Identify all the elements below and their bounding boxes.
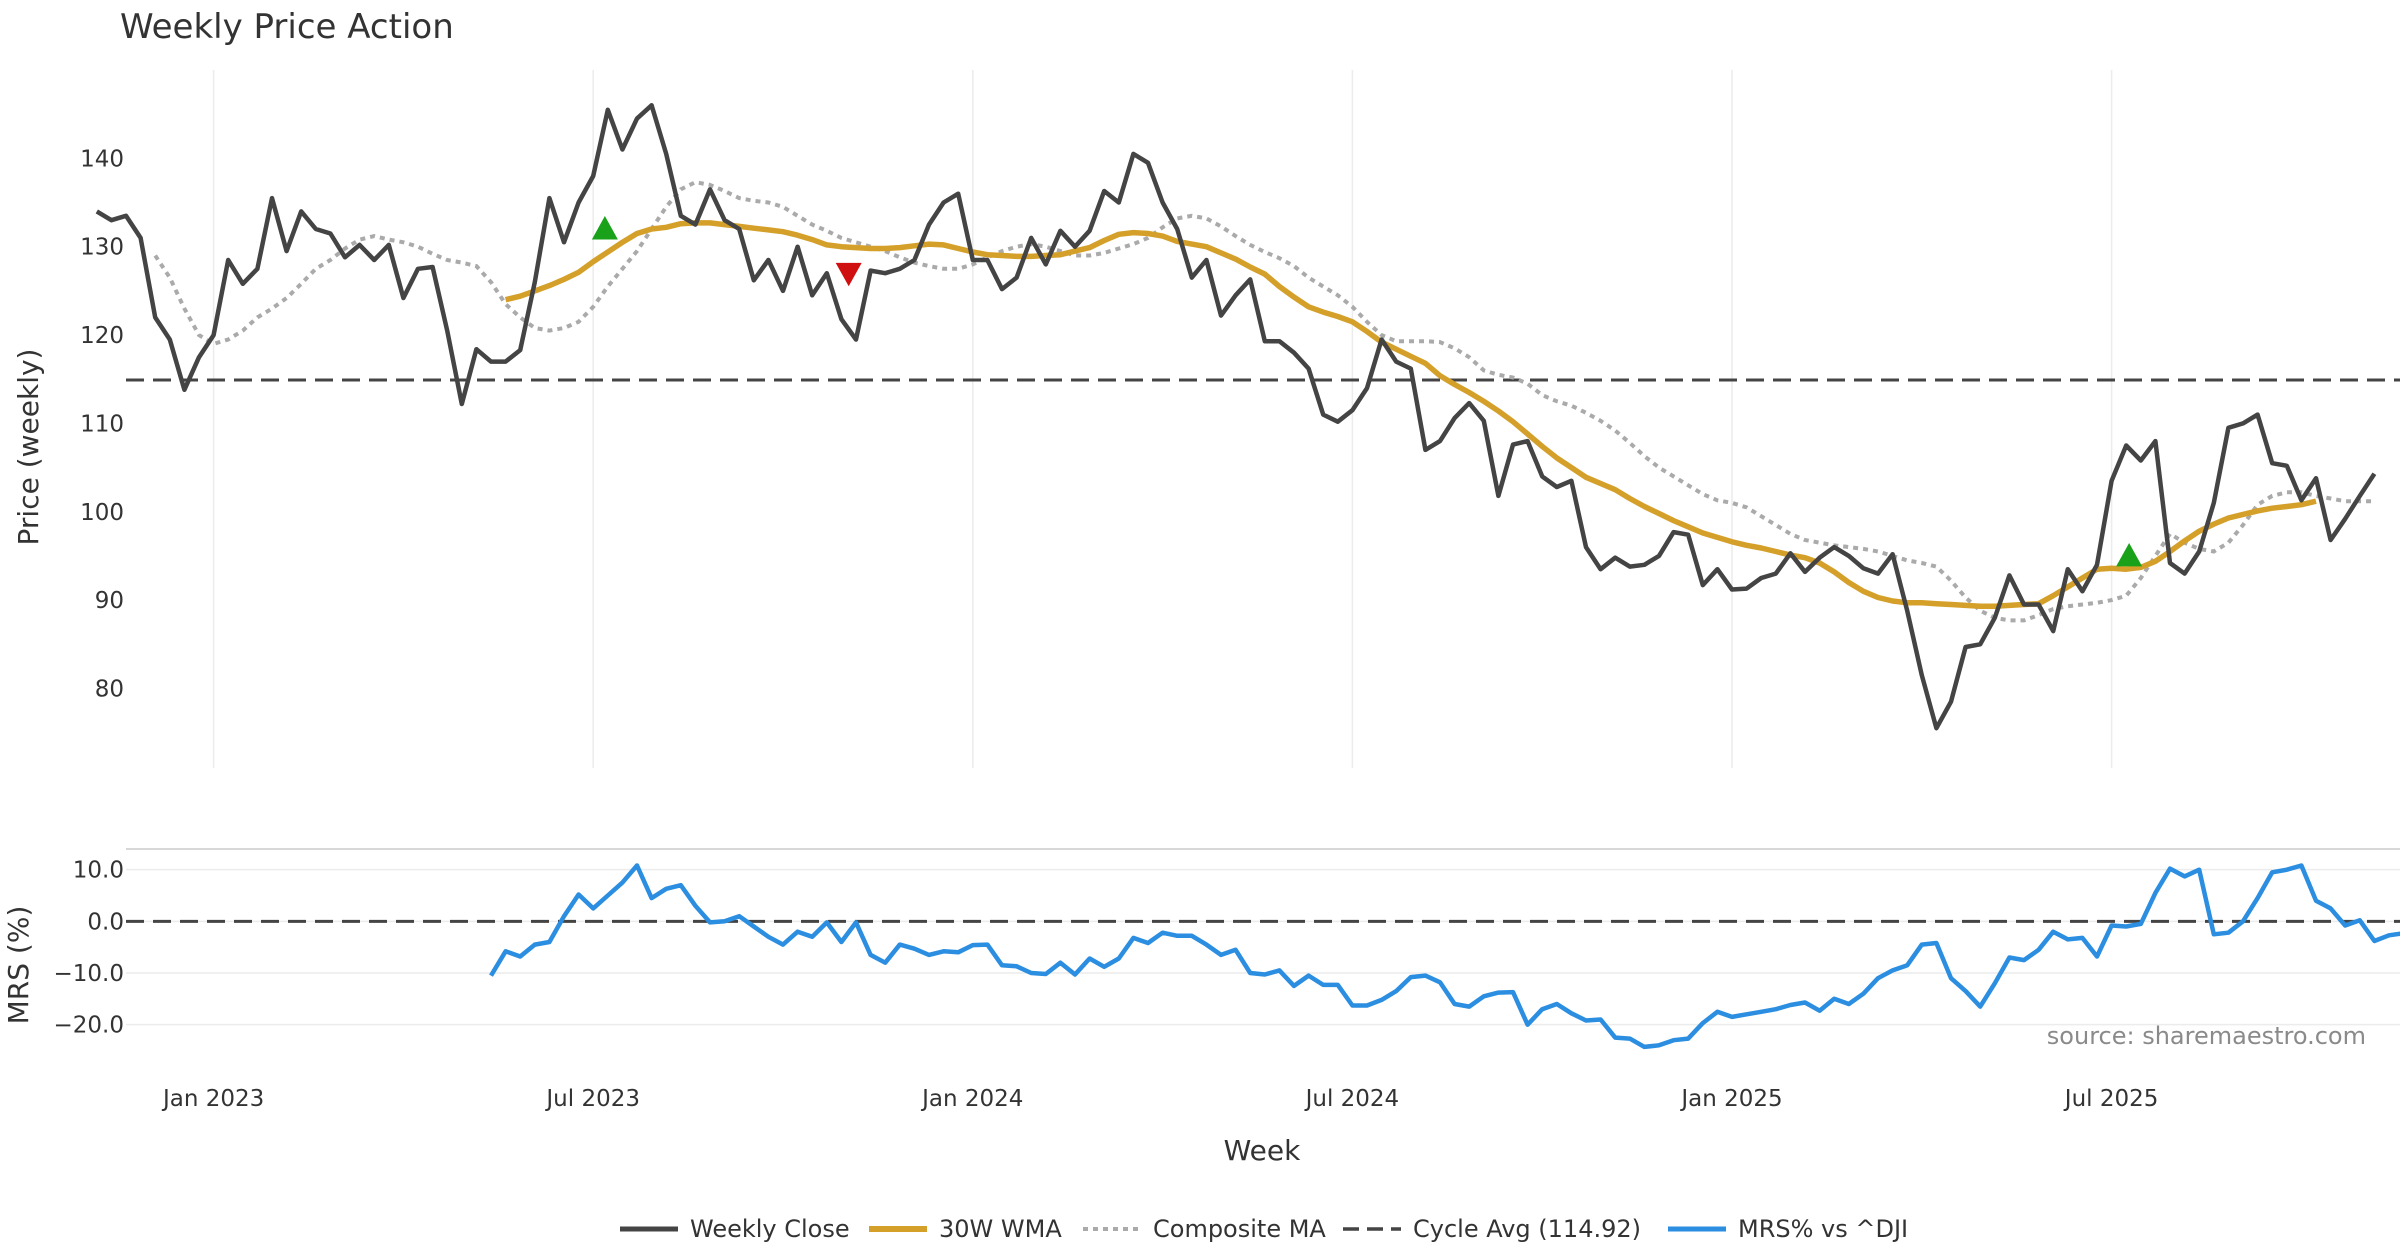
price-grid: [212, 70, 2113, 768]
legend-label: Cycle Avg (114.92): [1413, 1215, 1641, 1243]
x-axis-label: Week: [1224, 1134, 1301, 1167]
composite-ma-line: [153, 180, 2375, 623]
price-y-tick-label: 80: [95, 676, 124, 702]
price-y-tick-label: 110: [80, 411, 124, 437]
chart-title: Weekly Price Action: [120, 7, 454, 47]
signal-markers: [591, 216, 2143, 567]
x-tick-label: Jul 2024: [1304, 1086, 1400, 1112]
buy-signal-marker: [2116, 542, 2143, 567]
x-tick-label: Jul 2025: [2063, 1086, 2159, 1112]
legend-label: Composite MA: [1153, 1215, 1326, 1243]
wma-30w-line: [504, 220, 2317, 610]
mrs-y-tick-label: −10.0: [54, 961, 124, 987]
buy-signal-marker: [591, 216, 618, 240]
price-y-tick-label: 130: [80, 235, 124, 261]
price-y-tick-label: 90: [95, 588, 124, 614]
mrs-y-tick-label: −20.0: [54, 1013, 124, 1039]
legend-label: 30W WMA: [939, 1215, 1062, 1243]
x-tick-label: Jan 2024: [920, 1086, 1023, 1112]
sell-signal-marker: [835, 262, 862, 287]
mrs-y-tick-label: 10.0: [73, 858, 124, 884]
mrs-y-axis-label: MRS (%): [2, 906, 35, 1025]
price-y-ticks: 80 90 100 110 120 130 140: [80, 146, 124, 702]
x-tick-label: Jul 2023: [544, 1086, 640, 1112]
price-y-axis-label: Price (weekly): [12, 349, 45, 546]
mrs-line: [489, 863, 2400, 1050]
mrs-y-ticks: 10.0 0.0 −10.0 −20.0: [54, 858, 124, 1039]
price-y-tick-label: 100: [80, 500, 124, 526]
mrs-grid: [126, 868, 2400, 1026]
source-label: source: sharemaestro.com: [2047, 1022, 2366, 1050]
x-ticks: Jan 2023 Jul 2023 Jan 2024 Jul 2024 Jan 2025…: [161, 1086, 2158, 1112]
legend: Weekly Close 30W WMA Composite MA Cycle Avg…: [620, 1215, 1908, 1243]
price-y-tick-label: 140: [80, 146, 124, 172]
weekly-close-line: [95, 103, 2377, 731]
x-tick-label: Jan 2023: [161, 1086, 264, 1112]
legend-label: Weekly Close: [690, 1215, 850, 1243]
x-tick-label: Jan 2025: [1679, 1086, 1782, 1112]
legend-label: MRS% vs ^DJI: [1738, 1215, 1908, 1243]
mrs-y-tick-label: 0.0: [87, 909, 124, 935]
price-y-tick-label: 120: [80, 323, 124, 349]
